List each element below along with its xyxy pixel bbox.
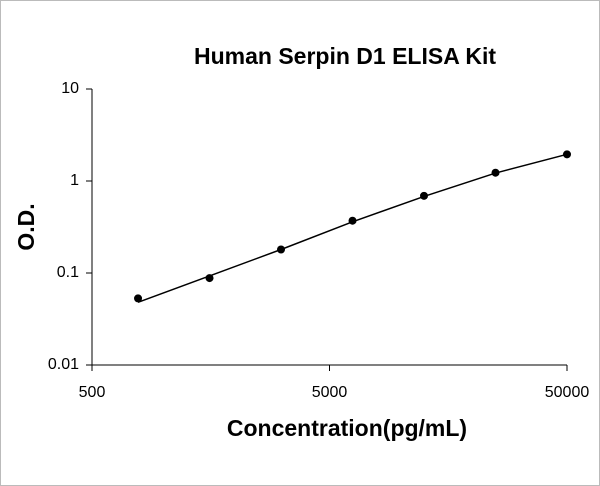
fit-line [137, 153, 568, 304]
x-tick-label: 500 [79, 384, 106, 401]
chart-title: Human Serpin D1 ELISA Kit [194, 43, 496, 69]
y-axis-label: O.D. [13, 203, 39, 250]
data-point [134, 294, 143, 303]
x-tick-label: 5000 [312, 384, 348, 401]
x-axis-label: Concentration(pg/mL) [227, 415, 467, 441]
y-tick-label: 10 [61, 80, 79, 97]
y-tick-label: 0.01 [48, 356, 79, 373]
y-tick-label: 0.1 [57, 264, 79, 281]
x-tick-label: 50000 [545, 384, 590, 401]
y-tick-label: 1 [70, 172, 79, 189]
